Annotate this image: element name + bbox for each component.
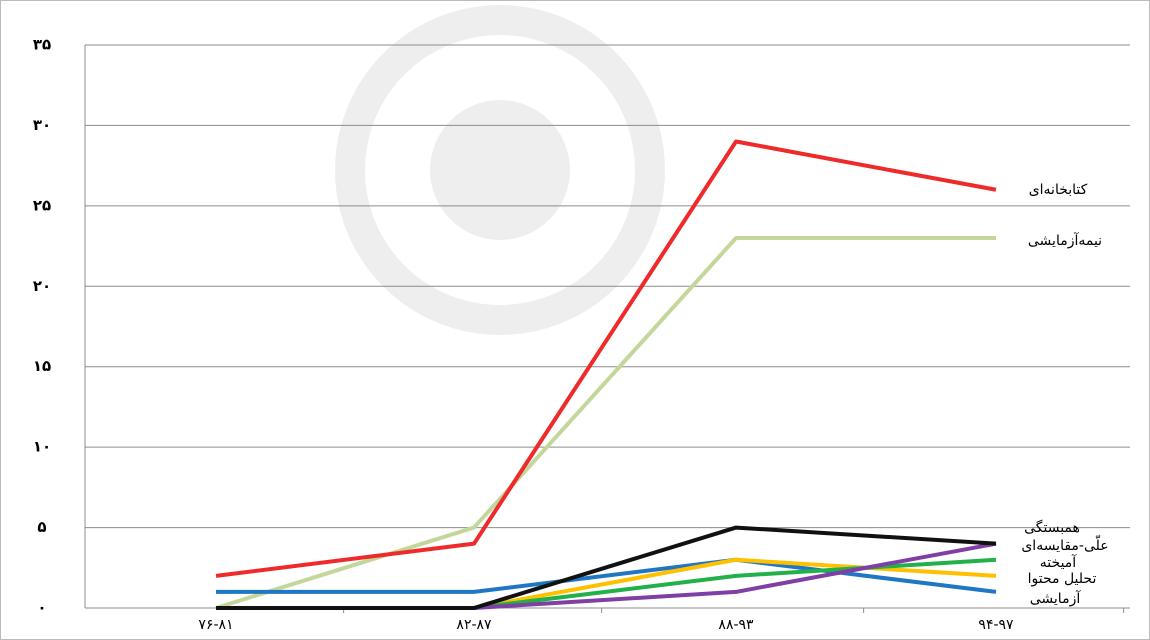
series-label: آمیخته: [1040, 554, 1077, 571]
series-label: نیمه‌آزمایشی: [1028, 232, 1102, 249]
y-tick-label: ۱۵: [33, 357, 51, 375]
y-tick-label: ۲۵: [33, 196, 51, 214]
chart: ۰ ۵ ۱۰ ۱۵ ۲۰ ۲۵ ۳۰ ۳۵ ۷۶-۸۱ ۸۲-۸۷ ۸۸-۹۳ ۹۴-۹۷ نیمه‌آ…: [0, 0, 1150, 640]
x-tick-label: ۷۶-۸۱: [198, 617, 233, 633]
series-label: کتابخانه‌ای: [1029, 182, 1088, 198]
series-label: علّی-مقایسه‌ای: [1021, 535, 1108, 554]
y-tick-label: ۰: [37, 599, 46, 617]
y-tick-label: ۲۰: [33, 277, 51, 295]
x-tick-label: ۸۸-۹۳: [718, 617, 754, 633]
y-tick-label: ۱۰: [33, 438, 51, 456]
series-label: تحلیل محتوا: [1028, 571, 1097, 587]
series-label: آزمایشی: [1030, 590, 1082, 607]
y-tick-label: ۳۵: [33, 36, 51, 54]
series-label: همبستگی: [1024, 519, 1080, 536]
x-tick-label: ۹۴-۹۷: [978, 617, 1014, 633]
x-tick-label: ۸۲-۸۷: [456, 617, 492, 633]
y-tick-label: ۵: [37, 518, 46, 536]
y-tick-label: ۳۰: [33, 116, 51, 134]
